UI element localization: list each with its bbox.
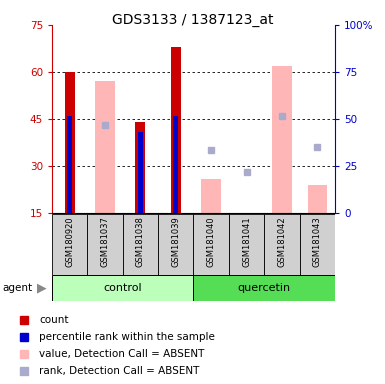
Bar: [52, 275, 193, 301]
Bar: [229, 214, 264, 275]
Bar: [158, 214, 193, 275]
Text: quercetin: quercetin: [238, 283, 291, 293]
Text: GSM181039: GSM181039: [171, 216, 180, 267]
Bar: [67, 116, 72, 213]
Bar: [173, 116, 178, 213]
Bar: [95, 81, 115, 213]
Bar: [52, 214, 87, 275]
Text: rank, Detection Call = ABSENT: rank, Detection Call = ABSENT: [39, 366, 199, 376]
Bar: [308, 185, 327, 213]
Text: percentile rank within the sample: percentile rank within the sample: [39, 332, 215, 342]
Bar: [193, 275, 335, 301]
Bar: [87, 214, 123, 275]
Bar: [123, 214, 158, 275]
Bar: [237, 213, 256, 216]
Text: GSM181037: GSM181037: [100, 216, 110, 267]
Bar: [136, 122, 146, 213]
Text: count: count: [39, 315, 69, 325]
Bar: [300, 214, 335, 275]
Text: GSM181040: GSM181040: [207, 216, 216, 267]
Bar: [272, 66, 291, 213]
Text: value, Detection Call = ABSENT: value, Detection Call = ABSENT: [39, 349, 204, 359]
Bar: [138, 132, 143, 213]
Text: GSM180920: GSM180920: [65, 216, 74, 267]
Text: agent: agent: [2, 283, 32, 293]
Bar: [171, 47, 181, 213]
Text: GDS3133 / 1387123_at: GDS3133 / 1387123_at: [112, 13, 273, 27]
Bar: [264, 214, 300, 275]
Text: GSM181042: GSM181042: [277, 216, 286, 267]
Text: control: control: [104, 283, 142, 293]
Text: GSM181043: GSM181043: [313, 216, 322, 267]
Bar: [193, 214, 229, 275]
Text: ▶: ▶: [37, 282, 46, 295]
Bar: [201, 179, 221, 213]
Bar: [65, 72, 75, 213]
Text: GSM181041: GSM181041: [242, 216, 251, 267]
Text: GSM181038: GSM181038: [136, 216, 145, 267]
